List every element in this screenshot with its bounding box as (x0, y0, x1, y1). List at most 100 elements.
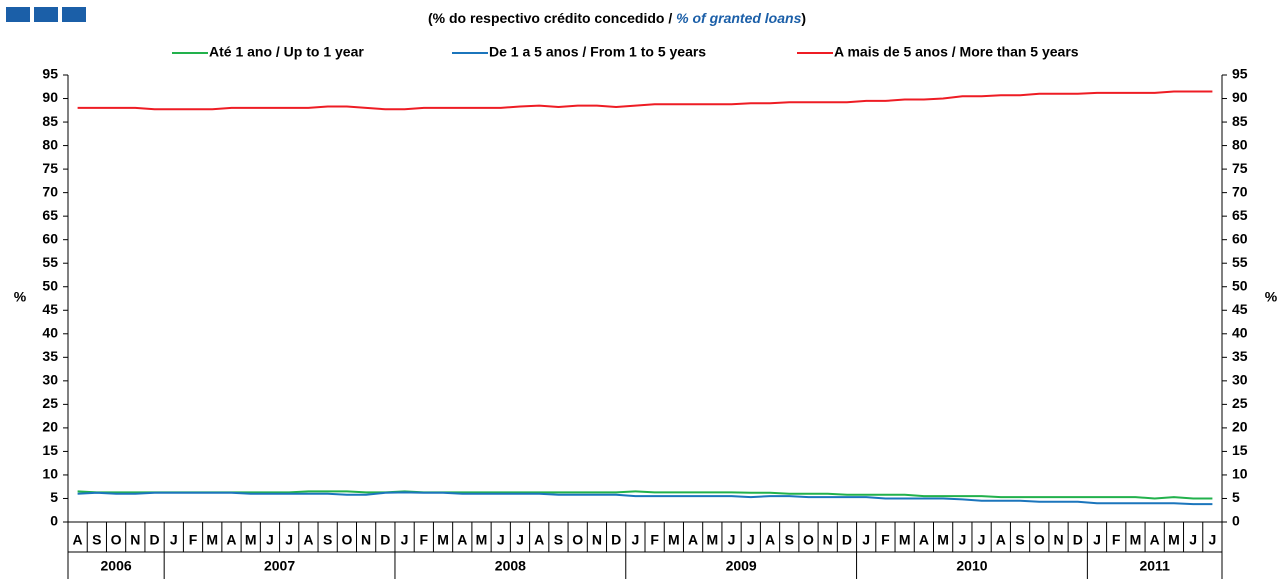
y-tick-label: 10 (42, 466, 58, 482)
y-tick-label: 5 (50, 489, 58, 505)
y2-tick-label: 35 (1232, 348, 1248, 364)
x-tick-label: D (611, 532, 621, 548)
x-tick-label: D (1073, 532, 1083, 548)
y-tick-label: 85 (42, 113, 58, 129)
x-tick-label: O (1034, 532, 1045, 548)
y-tick-label: 0 (50, 513, 58, 529)
x-tick-label: M (706, 532, 718, 548)
y-tick-label: 70 (42, 183, 58, 199)
y2-tick-label: 55 (1232, 254, 1248, 270)
x-tick-label: J (497, 532, 505, 548)
y2-tick-label: 40 (1232, 324, 1248, 340)
y2-tick-label: 85 (1232, 113, 1248, 129)
title-end: ) (801, 10, 806, 26)
y-tick-label: 55 (42, 254, 58, 270)
x-tick-label: D (380, 532, 390, 548)
x-tick-label: F (1112, 532, 1121, 548)
y-tick-label: 80 (42, 136, 58, 152)
y2-tick-label: 80 (1232, 136, 1248, 152)
year-label: 2006 (101, 558, 132, 574)
x-tick-label: F (650, 532, 659, 548)
year-label: 2011 (1139, 558, 1170, 574)
x-tick-label: M (1130, 532, 1142, 548)
y2-tick-label: 60 (1232, 230, 1248, 246)
y-tick-label: 90 (42, 89, 58, 105)
y2-tick-label: 50 (1232, 277, 1248, 293)
x-tick-label: O (572, 532, 583, 548)
x-tick-label: M (437, 532, 449, 548)
x-tick-label: S (554, 532, 563, 548)
y2-tick-label: 20 (1232, 419, 1248, 435)
x-tick-label: J (747, 532, 755, 548)
y-axis-label: % (14, 289, 27, 305)
x-tick-label: J (958, 532, 966, 548)
x-tick-label: A (534, 532, 544, 548)
logo (6, 7, 86, 22)
y-tick-label: 30 (42, 372, 58, 388)
x-tick-label: S (1015, 532, 1024, 548)
x-tick-label: J (862, 532, 870, 548)
x-tick-label: A (765, 532, 775, 548)
x-tick-label: O (803, 532, 814, 548)
x-tick-label: J (170, 532, 178, 548)
x-tick-label: N (361, 532, 371, 548)
x-tick-label: M (245, 532, 257, 548)
x-tick-label: O (111, 532, 122, 548)
x-tick-label: M (206, 532, 218, 548)
x-tick-label: J (401, 532, 409, 548)
x-tick-label: A (919, 532, 929, 548)
y2-tick-label: 0 (1232, 513, 1240, 529)
y-tick-label: 15 (42, 442, 58, 458)
legend-label: Até 1 ano / Up to 1 year (209, 44, 364, 60)
y-tick-label: 45 (42, 301, 58, 317)
x-tick-label: J (631, 532, 639, 548)
x-tick-label: O (341, 532, 352, 548)
x-tick-label: A (303, 532, 313, 548)
x-tick-label: M (1168, 532, 1180, 548)
y2-tick-label: 45 (1232, 301, 1248, 317)
x-tick-label: M (476, 532, 488, 548)
x-tick-label: J (1189, 532, 1197, 548)
x-tick-label: A (73, 532, 83, 548)
y2-tick-label: 15 (1232, 442, 1248, 458)
x-tick-label: N (130, 532, 140, 548)
year-label: 2008 (495, 558, 526, 574)
x-tick-label: J (516, 532, 524, 548)
y-tick-label: 65 (42, 207, 58, 223)
y-tick-label: 60 (42, 230, 58, 246)
x-tick-label: A (688, 532, 698, 548)
y2-tick-label: 25 (1232, 395, 1248, 411)
y2-axis-label: % (1265, 289, 1278, 305)
y-tick-label: 50 (42, 277, 58, 293)
y2-tick-label: 95 (1232, 66, 1248, 82)
y-tick-label: 20 (42, 419, 58, 435)
x-tick-label: A (457, 532, 467, 548)
x-tick-label: F (420, 532, 429, 548)
x-tick-label: A (996, 532, 1006, 548)
year-label: 2010 (956, 558, 987, 574)
x-tick-label: N (823, 532, 833, 548)
x-tick-label: J (285, 532, 293, 548)
y-tick-label: 40 (42, 324, 58, 340)
legend-label: De 1 a 5 anos / From 1 to 5 years (489, 44, 706, 60)
y2-tick-label: 75 (1232, 160, 1248, 176)
y2-tick-label: 65 (1232, 207, 1248, 223)
y-tick-label: 35 (42, 348, 58, 364)
line-series (77, 490, 1213, 500)
y2-tick-label: 90 (1232, 89, 1248, 105)
x-tick-label: S (92, 532, 101, 548)
y-tick-label: 25 (42, 395, 58, 411)
x-tick-label: A (1150, 532, 1160, 548)
x-tick-label: M (899, 532, 911, 548)
x-tick-label: D (149, 532, 159, 548)
title-en: % of granted loans (676, 10, 801, 26)
x-tick-label: J (1093, 532, 1101, 548)
y2-tick-label: 10 (1232, 466, 1248, 482)
line-series (77, 90, 1213, 111)
x-tick-label: J (978, 532, 986, 548)
x-tick-label: S (785, 532, 794, 548)
x-tick-label: J (266, 532, 274, 548)
year-label: 2007 (264, 558, 295, 574)
chart-title: (% do respectivo crédito concedido / % o… (428, 10, 806, 26)
